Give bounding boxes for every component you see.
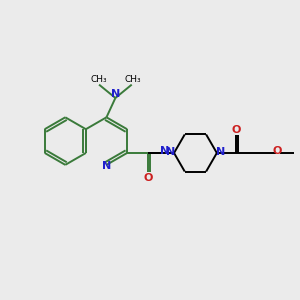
Text: CH₃: CH₃ xyxy=(124,75,141,84)
Text: O: O xyxy=(272,146,282,157)
Text: N: N xyxy=(102,161,111,171)
Text: O: O xyxy=(143,172,153,183)
Text: CH₃: CH₃ xyxy=(90,75,107,84)
Text: N: N xyxy=(111,89,120,99)
Text: N: N xyxy=(160,146,170,157)
Text: N: N xyxy=(166,147,175,157)
Text: O: O xyxy=(232,125,241,135)
Text: N: N xyxy=(216,147,225,157)
